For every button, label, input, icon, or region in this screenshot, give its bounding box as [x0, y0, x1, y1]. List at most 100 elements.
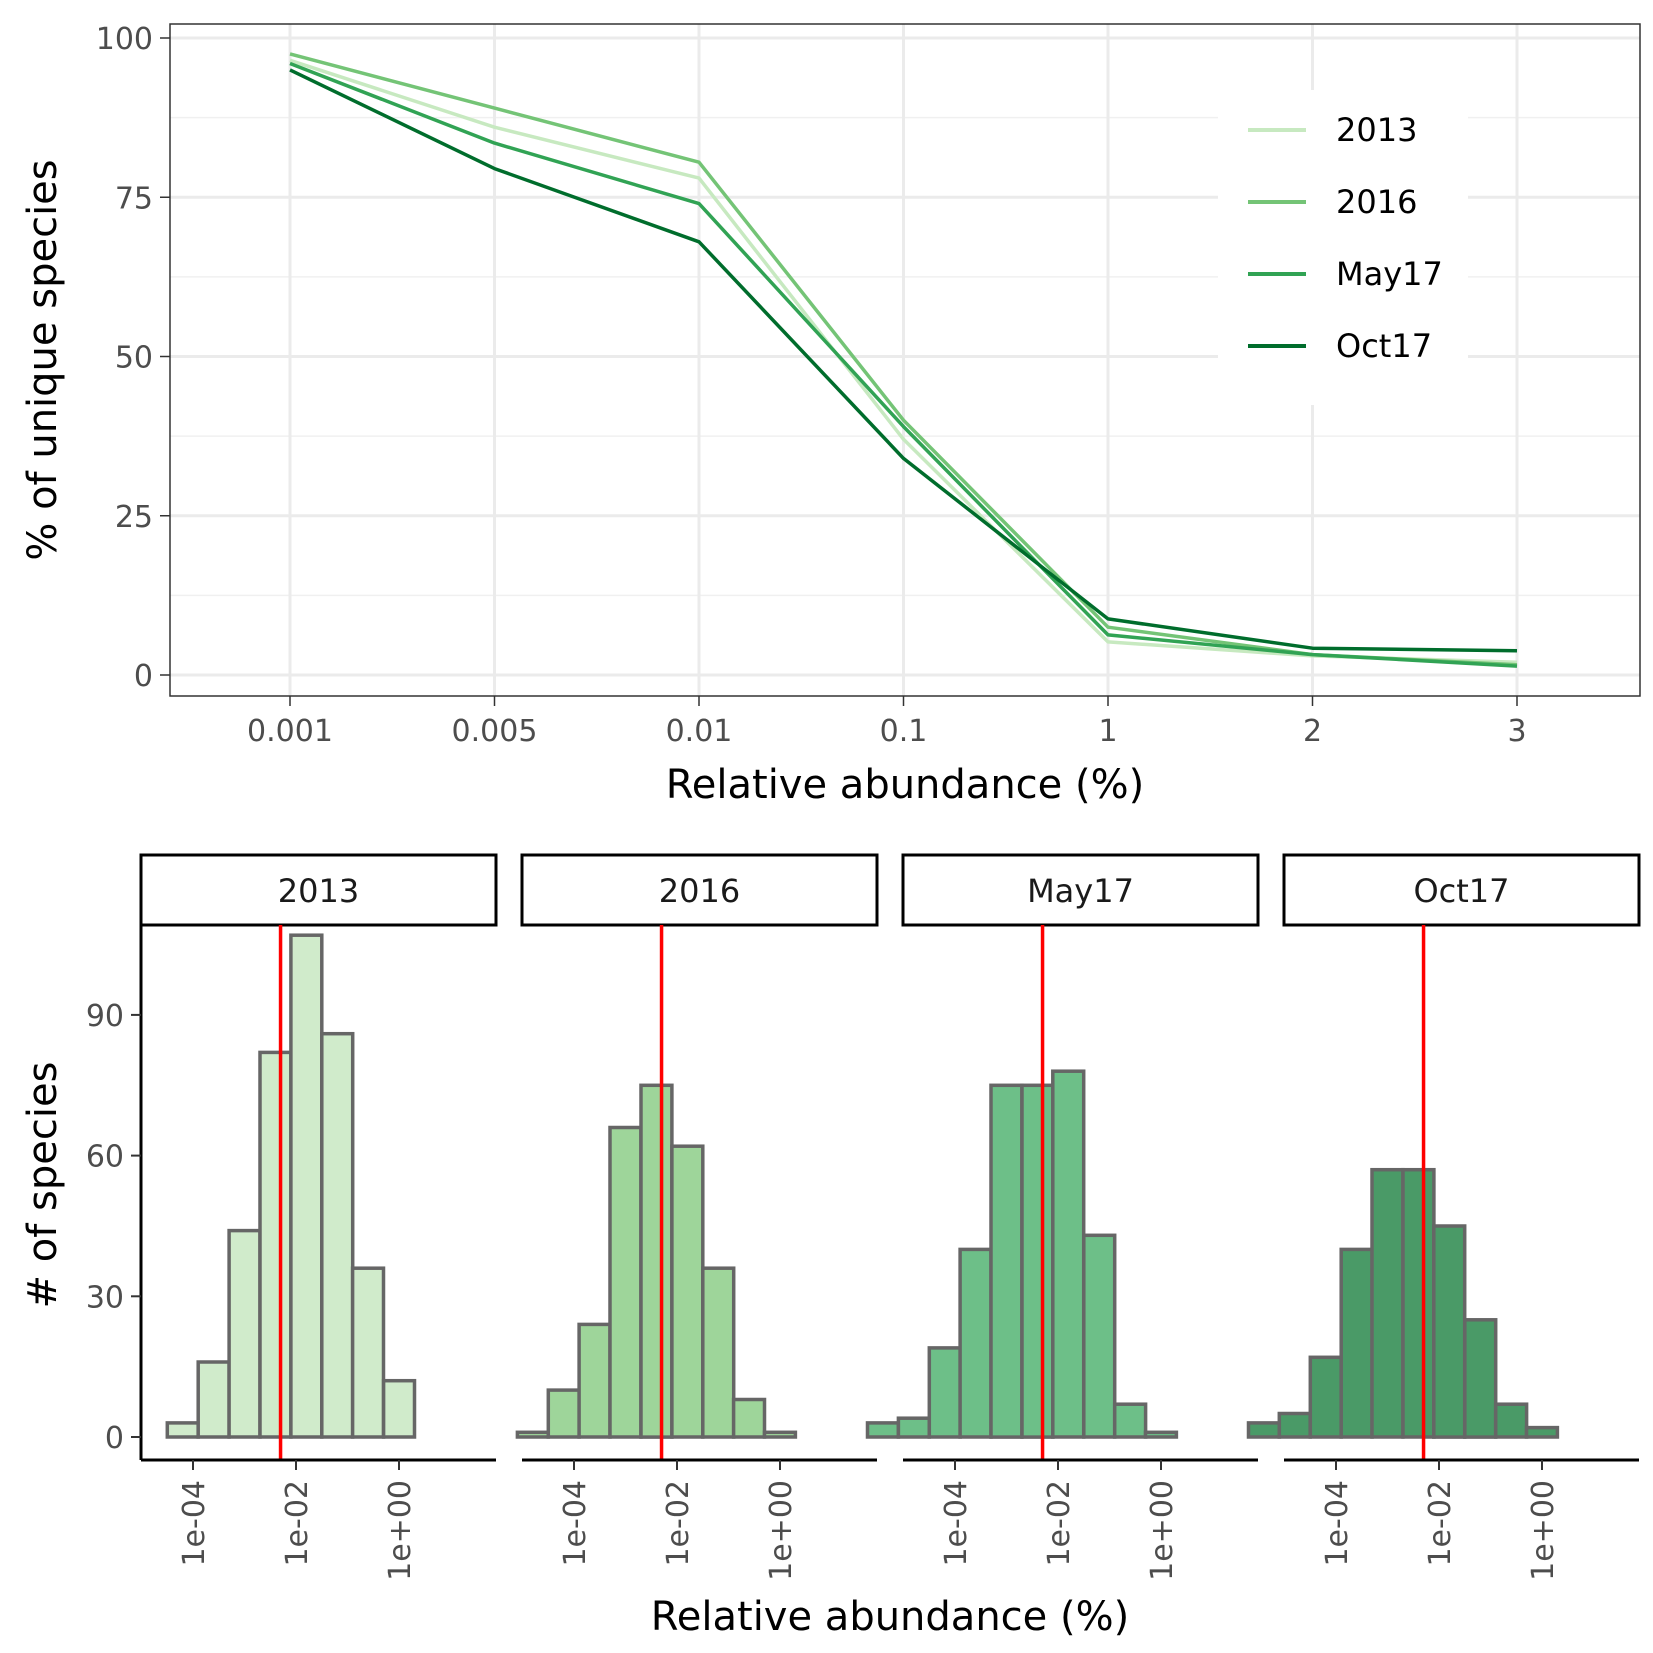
- line-chart-x-tick-label: 0.01: [666, 714, 733, 749]
- histogram-bar: [1524, 1425, 1560, 1439]
- facet-strip: [1282, 853, 1641, 927]
- histogram-bar: [958, 1247, 993, 1439]
- line-chart-x-ticks: 0.001 0.005 0.01 0.1 1 2 3: [247, 696, 1527, 749]
- histogram-bar: [1493, 1402, 1529, 1439]
- histogram-bar: [896, 1416, 932, 1439]
- facet-x-tick-label: 1e-02: [661, 1480, 696, 1567]
- histogram-bar: [1051, 1069, 1086, 1439]
- facet-x-tick-label: 1e+00: [764, 1480, 799, 1581]
- histogram-bar: [1308, 1355, 1343, 1439]
- legend-label-2013: 2013: [1336, 111, 1417, 149]
- line-chart-y-tick-label: 0: [134, 659, 153, 694]
- histogram-bar: [227, 1228, 262, 1439]
- histogram-y-tick-label: 30: [86, 1280, 124, 1315]
- histogram-bar: [865, 1421, 901, 1439]
- facet-2016: 2016 1e-04 1e-02 1e+00: [515, 853, 879, 1581]
- histogram-bar: [320, 1031, 355, 1439]
- histogram-bar: [1277, 1411, 1312, 1439]
- histogram-bar: [381, 1378, 417, 1439]
- histogram-bar: [1463, 1318, 1498, 1439]
- facet-oct17: Oct17 1e-04 1e-02 1e+00: [1246, 853, 1641, 1581]
- line-chart-y-axis-title: % of unique species: [20, 159, 66, 560]
- histogram-bar: [1370, 1167, 1405, 1439]
- line-chart-y-tick-label: 25: [115, 500, 153, 535]
- facet-x-tick-label: 1e-04: [939, 1480, 974, 1567]
- line-chart-x-tick-label: 0.001: [247, 714, 333, 749]
- histogram-bar: [989, 1083, 1024, 1439]
- facet-strip: [139, 853, 498, 927]
- line-chart-y-tick-label: 50: [115, 341, 153, 376]
- histogram-bar: [546, 1388, 581, 1439]
- histogram-bar: [515, 1430, 551, 1439]
- histogram-bar: [1246, 1421, 1282, 1439]
- line-chart-y-tick-label: 75: [115, 181, 153, 216]
- facet-strip: [901, 853, 1260, 927]
- histogram-y-tick-label: 90: [86, 999, 124, 1034]
- line-chart-x-tick-label: 2: [1303, 714, 1322, 749]
- histogram-bar: [639, 1083, 674, 1439]
- histogram-bar: [670, 1144, 705, 1439]
- histogram-y-tick-label: 60: [86, 1140, 124, 1175]
- facet-x-tick-label: 1e+00: [1526, 1480, 1561, 1581]
- line-chart-y-ticks: 0 25 50 75 100: [96, 22, 170, 694]
- line-chart-x-tick-label: 0.005: [452, 714, 538, 749]
- histogram-bar: [196, 1360, 231, 1439]
- histogram-bar: [927, 1346, 962, 1439]
- line-series-oct17: [289, 68, 1518, 653]
- facet-may17: May17 1e-04 1e-02 1e+00: [865, 853, 1260, 1581]
- facet-strip: [520, 853, 879, 927]
- facet-strip-label: 2013: [278, 872, 359, 910]
- facet-bars: [1246, 1167, 1560, 1439]
- line-series-may17: [289, 61, 1518, 668]
- facet-x-tick-label: 1e-04: [558, 1480, 593, 1567]
- histogram-bar: [289, 933, 324, 1439]
- histogram-y-tick-label: 0: [105, 1421, 124, 1456]
- histogram-bar: [1082, 1233, 1117, 1439]
- line-chart-series: [289, 52, 1518, 668]
- facet-x-tick-label: 1e+00: [383, 1480, 418, 1581]
- line-chart-x-axis-title: Relative abundance (%): [666, 762, 1144, 808]
- legend-label-2016: 2016: [1336, 183, 1417, 221]
- histogram-bar: [1112, 1402, 1148, 1439]
- histogram-bar: [577, 1322, 612, 1439]
- histogram-x-axis-title: Relative abundance (%): [651, 1594, 1129, 1640]
- histogram-bar: [1401, 1167, 1436, 1439]
- facet-x-tick-label: 1e-02: [1042, 1480, 1077, 1567]
- histogram-bar: [1339, 1247, 1374, 1439]
- facet-x-tick-label: 1e+00: [1145, 1480, 1180, 1581]
- legend-label-oct17: Oct17: [1336, 327, 1432, 365]
- facet-2013: 2013 1e-04 1e-02 1e+00: [139, 853, 498, 1581]
- line-chart-frame: [169, 23, 1641, 697]
- line-chart-x-tick-label: 1: [1098, 714, 1117, 749]
- facet-strip-label: May17: [1027, 872, 1134, 910]
- facet-bars: [515, 1083, 798, 1439]
- histogram-bar: [258, 1050, 293, 1439]
- legend-label-may17: May17: [1336, 255, 1443, 293]
- legend-background: [1218, 90, 1468, 405]
- facet-x-tick-label: 1e-02: [1423, 1480, 1458, 1567]
- facet-bars: [165, 933, 417, 1439]
- facet-strip-label: Oct17: [1413, 872, 1509, 910]
- histogram-bar: [731, 1397, 767, 1439]
- histogram-bar: [1143, 1430, 1179, 1439]
- facet-x-tick-label: 1e-02: [280, 1480, 315, 1567]
- histogram-bar: [701, 1266, 736, 1439]
- histogram-y-ticks: 0 30 60 90: [86, 925, 143, 1460]
- line-chart-x-tick-label: 3: [1507, 714, 1526, 749]
- facet-strip-label: 2016: [659, 872, 740, 910]
- line-chart-legend: 2013 2016 May17 Oct17: [1218, 90, 1468, 405]
- facet-bars: [865, 1069, 1179, 1439]
- histogram-bar: [1020, 1083, 1055, 1439]
- line-chart-panel: 2013 2016 May17 Oct17 0 25 50 75 100 0.001 0.005…: [20, 22, 1641, 808]
- facet-x-tick-label: 1e-04: [1320, 1480, 1355, 1567]
- histogram-bar: [1432, 1224, 1467, 1439]
- histogram-bar: [608, 1125, 643, 1439]
- line-chart-y-tick-label: 100: [96, 22, 153, 57]
- line-chart-x-tick-label: 0.1: [880, 714, 928, 749]
- histogram-y-axis-title: # of species: [20, 1062, 66, 1309]
- histogram-bar: [762, 1430, 798, 1439]
- histogram-bar: [350, 1266, 386, 1439]
